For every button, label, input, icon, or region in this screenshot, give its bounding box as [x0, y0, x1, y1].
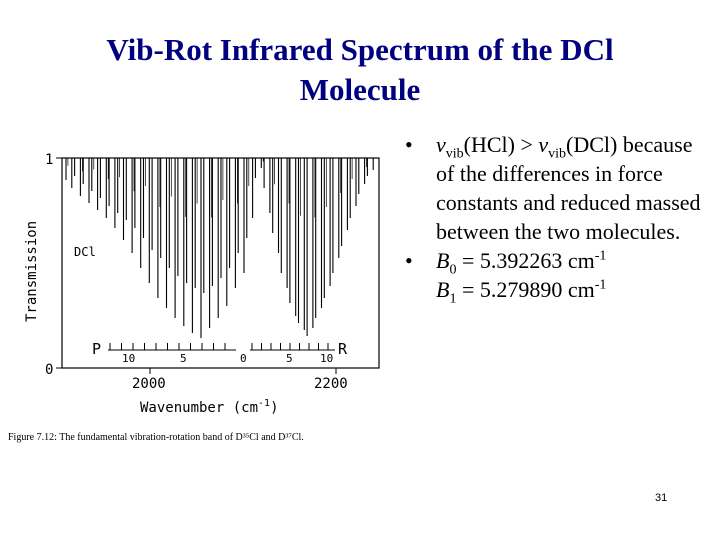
origin-0: 0 [240, 352, 247, 365]
branch-p-label: P [92, 340, 101, 358]
slide-number: 31 [655, 492, 668, 504]
b0-symbol: B [436, 248, 450, 273]
x-tick-2200: 2200 [314, 376, 348, 392]
dcl-text: (DCl) [566, 132, 618, 157]
b1-sub: 1 [449, 291, 457, 307]
title-line-2: Molecule [299, 72, 421, 107]
bullet-vibration-comparison: • νvib(HCl) > νvib(DCl) because of the d… [405, 130, 705, 246]
bullet-marker: • [405, 248, 413, 273]
x-axis-label-end: ) [270, 400, 278, 416]
p-j-10: 10 [122, 352, 135, 365]
bullet-explanation: because of the differences in force cons… [436, 132, 701, 244]
y-tick-top: 1 [45, 152, 53, 168]
p-j-5: 5 [180, 352, 187, 365]
y-tick-bottom: 0 [45, 362, 53, 378]
y-axis-label: Transmission [24, 221, 40, 322]
x-axis-label-text: Wavenumber (cm [140, 400, 258, 416]
vib-sub-2: vib [548, 146, 567, 162]
bullet-b-constants: • B0 = 5.392263 cm-1 B1 = 5.279890 cm-1 [405, 246, 705, 307]
species-label: DCl [74, 245, 96, 259]
b1-symbol: B [436, 277, 450, 302]
vib-sub-1: vib [445, 146, 464, 162]
b1-value: = 5.279890 cm [456, 277, 595, 302]
figure-caption: Figure 7.12: The fundamental vibration-r… [8, 432, 304, 443]
b0-value: = 5.392263 cm [456, 248, 595, 273]
r-j-10: 10 [320, 352, 333, 365]
b0-unit-exp: -1 [594, 248, 607, 264]
b0-line: B0 = 5.392263 cm-1 [436, 246, 705, 278]
slide-title: Vib-Rot Infrared Spectrum of the DCl Mol… [60, 30, 660, 110]
branch-ruler [108, 343, 335, 351]
r-j-5: 5 [286, 352, 293, 365]
nu-symbol-2: ν [538, 132, 549, 157]
bullet-list: • νvib(HCl) > νvib(DCl) because of the d… [405, 130, 705, 307]
x-axis-unit-exp: -1 [258, 398, 270, 409]
b1-unit-exp: -1 [594, 277, 607, 293]
spectrum-figure: 1 0 Transmission DCl P R 10 5 0 5 10 200… [8, 152, 380, 443]
title-line-1: Vib-Rot Infrared Spectrum of the DCl [106, 32, 614, 67]
x-tick-2000: 2000 [132, 376, 166, 392]
b0-sub: 0 [449, 262, 457, 278]
bullet-marker: • [405, 132, 413, 157]
branch-r-label: R [338, 340, 348, 358]
x-axis-label: Wavenumber (cm-1) [140, 398, 279, 416]
b1-line: B1 = 5.279890 cm-1 [436, 275, 705, 307]
nu-symbol-1: ν [436, 132, 446, 157]
absorption-lines [65, 158, 374, 338]
hcl-text: (HCl) > [463, 132, 539, 157]
